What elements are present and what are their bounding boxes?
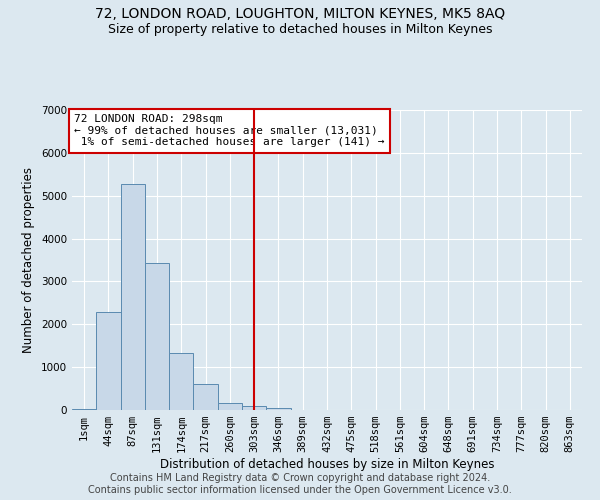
Bar (96, 312, 121, 410)
X-axis label: Distribution of detached houses by size in Milton Keynes: Distribution of detached houses by size … (160, 458, 494, 471)
Bar (218, 403, 242, 410)
Y-axis label: Number of detached properties: Number of detached properties (22, 167, 35, 353)
Text: 72 LONDON ROAD: 298sqm
← 99% of detached houses are smaller (13,031)
 1% of semi: 72 LONDON ROAD: 298sqm ← 99% of detached… (74, 114, 385, 148)
Bar (193, 384, 218, 410)
Text: 72, LONDON ROAD, LOUGHTON, MILTON KEYNES, MK5 8AQ: 72, LONDON ROAD, LOUGHTON, MILTON KEYNES… (95, 8, 505, 22)
Bar (242, 406, 266, 410)
Text: Contains HM Land Registry data © Crown copyright and database right 2024.
Contai: Contains HM Land Registry data © Crown c… (88, 474, 512, 495)
Text: Size of property relative to detached houses in Milton Keynes: Size of property relative to detached ho… (108, 22, 492, 36)
Bar (72, 409, 96, 410)
Bar (121, 184, 145, 410)
Bar (169, 352, 193, 410)
Bar (266, 408, 290, 410)
Bar (145, 264, 169, 410)
